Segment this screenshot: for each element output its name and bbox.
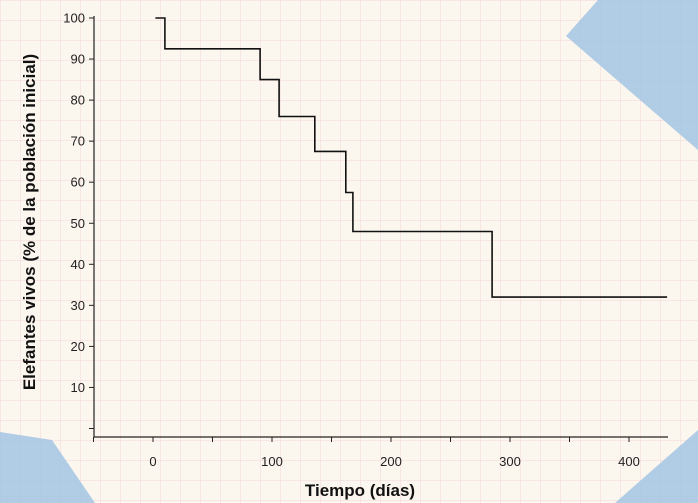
x-tick-label: 100 — [261, 454, 283, 469]
x-axis-ticks: 0 100 200 300 400 — [93, 437, 640, 469]
y-tick-label: 70 — [71, 134, 85, 149]
y-tick-label: 60 — [71, 175, 85, 190]
y-tick-label: 30 — [71, 298, 85, 313]
tape-bottom-right — [615, 430, 698, 503]
y-axis-title: Elefantes vivos (% de la población inici… — [20, 54, 39, 390]
y-tick-label: 50 — [71, 216, 85, 231]
y-tick-label: 90 — [71, 52, 85, 67]
y-tick-label: 100 — [63, 11, 85, 26]
x-tick-label: 200 — [380, 454, 402, 469]
series-group — [155, 17, 668, 298]
x-tick-label: 400 — [618, 454, 640, 469]
x-tick-label: 300 — [499, 454, 521, 469]
y-axis-ticks: 10 20 30 40 50 60 70 80 90 100 — [63, 11, 94, 429]
y-tick-label: 10 — [71, 380, 85, 395]
plot-area: 0 100 200 300 400 10 20 30 40 50 60 70 80 90 100 — [63, 11, 668, 469]
tape-bottom-left — [0, 432, 95, 503]
y-tick-label: 40 — [71, 257, 85, 272]
tape-top-right — [566, 0, 698, 150]
x-tick-label: 0 — [149, 454, 156, 469]
x-axis-title: Tiempo (días) — [305, 481, 415, 500]
y-tick-label: 80 — [71, 93, 85, 108]
y-tick-label: 20 — [71, 339, 85, 354]
axes — [93, 16, 668, 438]
survival-step-line — [155, 17, 668, 298]
